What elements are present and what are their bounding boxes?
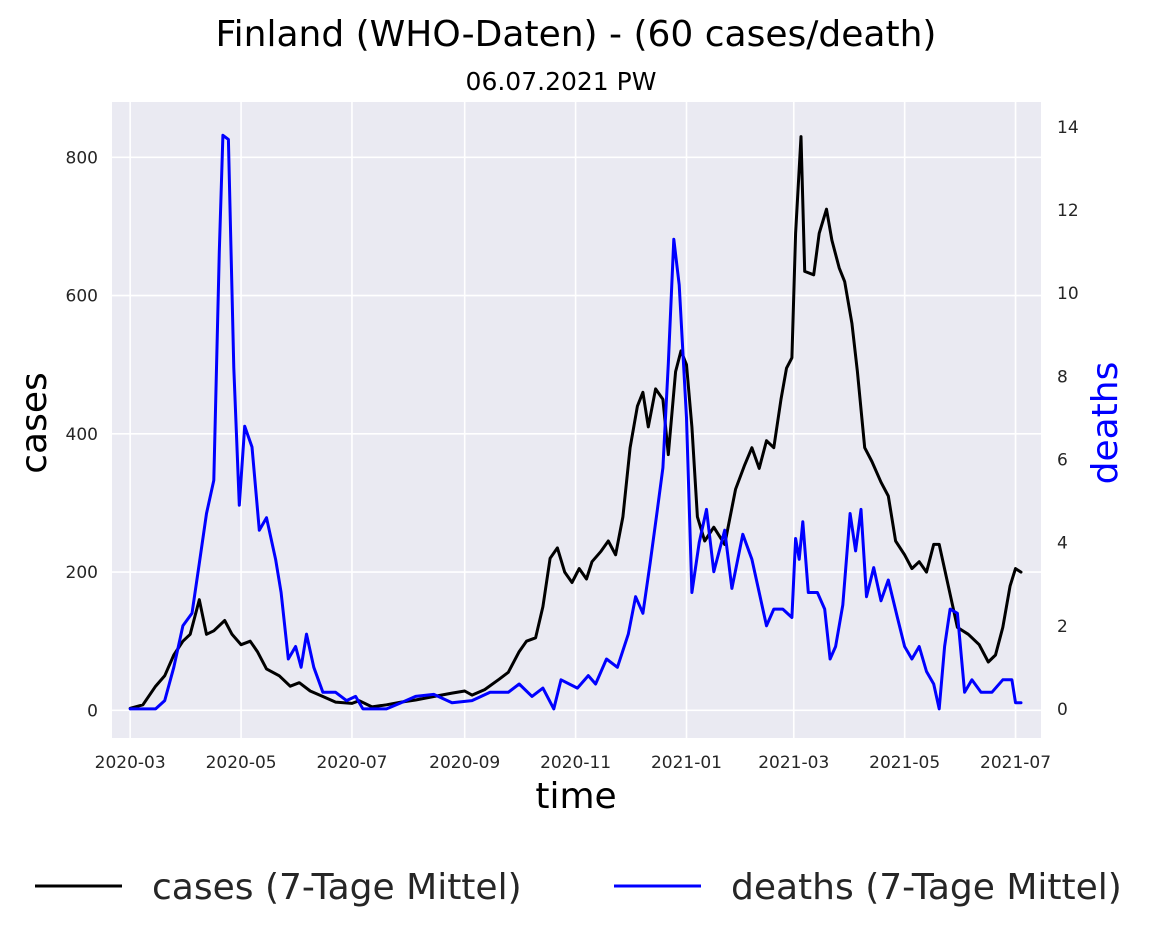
y-tick-label: 400 xyxy=(66,425,98,445)
y2-axis-label: deaths xyxy=(1085,362,1126,485)
y2-tick-label: 2 xyxy=(1057,617,1068,637)
legend-label-cases: cases (7-Tage Mittel) xyxy=(152,867,522,908)
x-tick-label: 2020-09 xyxy=(429,753,500,773)
y2-tick-label: 10 xyxy=(1057,284,1079,304)
chart-subtitle: 06.07.2021 PW xyxy=(466,67,657,96)
y-axis-label: cases xyxy=(14,372,55,474)
y2-tick-label: 0 xyxy=(1057,700,1068,720)
x-tick-label: 2021-05 xyxy=(869,753,940,773)
y-tick-label: 0 xyxy=(87,701,98,721)
y2-tick-label: 6 xyxy=(1057,450,1068,470)
y-tick-label: 800 xyxy=(66,148,98,168)
x-tick-label: 2020-11 xyxy=(540,753,611,773)
y-axis-ticks: 0 200 400 600 800 xyxy=(66,148,98,721)
y2-tick-label: 14 xyxy=(1057,118,1079,138)
x-tick-label: 2020-03 xyxy=(95,753,166,773)
y2-tick-label: 8 xyxy=(1057,367,1068,387)
y-tick-label: 200 xyxy=(66,563,98,583)
x-tick-label: 2021-01 xyxy=(651,753,722,773)
y2-tick-label: 4 xyxy=(1057,534,1068,554)
data-lines xyxy=(128,133,1023,711)
y-tick-label: 600 xyxy=(66,287,98,307)
x-tick-label: 2020-07 xyxy=(316,753,387,773)
y2-axis-ticks: 0 2 4 6 8 10 12 14 xyxy=(1057,118,1079,720)
legend-label-deaths: deaths (7-Tage Mittel) xyxy=(731,867,1122,908)
x-tick-label: 2021-07 xyxy=(980,753,1051,773)
series-line-deaths xyxy=(128,133,1023,711)
series-line-cases xyxy=(128,135,1023,710)
plot-area xyxy=(112,102,1041,738)
x-tick-label: 2020-05 xyxy=(206,753,277,773)
x-axis-label: time xyxy=(535,776,616,817)
x-axis-ticks: 2020-03 2020-05 2020-07 2020-09 2020-11 2021-… xyxy=(95,753,1051,773)
x-tick-label: 2021-03 xyxy=(758,753,829,773)
legend: cases (7-Tage Mittel) deaths (7-Tage Mit… xyxy=(35,867,1122,908)
y2-tick-label: 12 xyxy=(1057,201,1079,221)
chart-title: Finland (WHO-Daten) - (60 cases/death) xyxy=(216,14,937,55)
